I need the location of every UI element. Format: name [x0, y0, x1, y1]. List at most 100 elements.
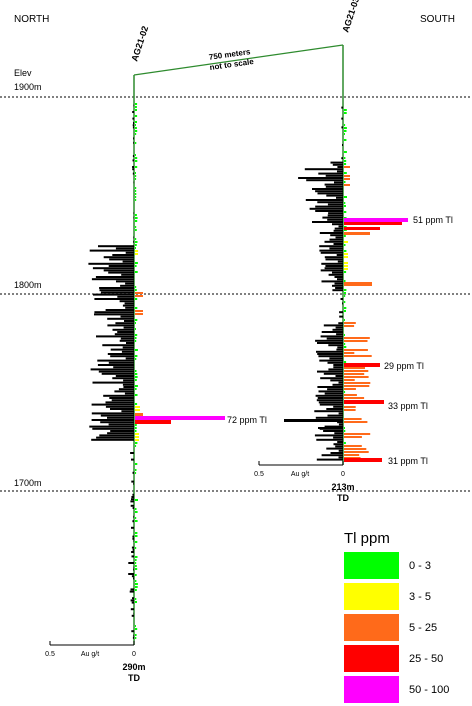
au-bar: [132, 636, 134, 639]
legend-label: 0 - 3: [409, 559, 432, 572]
au-bar: [319, 403, 343, 406]
tl-bar: [344, 112, 347, 114]
tl-bar: [135, 250, 139, 252]
au-bar: [117, 295, 134, 298]
au-bar: [324, 392, 343, 395]
au-bar: [333, 405, 343, 408]
au-bar: [125, 357, 134, 360]
au-bar: [317, 353, 343, 355]
au-bar: [324, 256, 343, 259]
au-bar: [318, 427, 343, 429]
tl-bar: [135, 436, 139, 438]
au-bar: [89, 249, 134, 252]
tl-bar: [344, 289, 347, 291]
tl-bar: [344, 454, 360, 456]
tl-bar: [135, 547, 137, 549]
tl-bar: [344, 133, 345, 135]
au-bar: [322, 216, 343, 219]
au-bar: [337, 346, 343, 349]
north-label: NORTH: [14, 14, 49, 25]
au-bars-ag21-03: [284, 106, 343, 461]
tl-bar: [344, 109, 347, 111]
legend-label: 5 - 25: [409, 621, 438, 634]
tl-bar: [344, 337, 370, 339]
tl-bar: [135, 562, 137, 564]
tl-bar: [135, 133, 137, 135]
tl-bar: [344, 445, 362, 447]
au-bar: [298, 177, 343, 179]
au-bar: [315, 339, 343, 342]
au-bar: [315, 210, 343, 212]
au-bar: [122, 260, 134, 263]
tl-bar: [344, 367, 365, 369]
au-bar: [132, 597, 134, 600]
tl-bar: [344, 282, 372, 286]
au-bar: [323, 430, 343, 432]
au-bar: [318, 355, 343, 358]
tl-bar: [344, 373, 365, 375]
tl-bar: [344, 211, 347, 213]
au-bar: [333, 366, 343, 369]
tl-bar: [135, 337, 137, 339]
au-bar: [131, 614, 134, 617]
tl-bar: [135, 388, 137, 390]
tl-bar: [344, 205, 346, 207]
au-bar: [133, 515, 134, 518]
au-bar: [317, 370, 343, 373]
au-bar: [132, 493, 134, 496]
au-bar: [333, 364, 343, 366]
au-bar: [100, 421, 134, 424]
au-bar: [125, 251, 134, 254]
au-bar: [131, 496, 134, 498]
tl-bar: [344, 130, 347, 132]
tl-bar: [135, 160, 138, 162]
tl-bar: [135, 586, 138, 588]
au-bar: [133, 577, 134, 580]
au-bar: [103, 256, 134, 259]
au-bar: [336, 196, 343, 199]
cross-section-diagram: NORTH SOUTH AG21-02 AG21-03 750 meters n…: [0, 0, 472, 683]
au-bar: [131, 458, 134, 461]
legend-item-50-100: 50 - 100: [344, 675, 470, 704]
tl-bar: [135, 445, 137, 447]
au-bar: [121, 350, 134, 353]
au-bar: [103, 269, 134, 272]
au-bar: [320, 335, 343, 338]
au-bar: [132, 126, 134, 129]
au-bar: [123, 379, 134, 382]
au-bar: [327, 388, 343, 391]
tl-bar: [344, 265, 348, 267]
au-bar: [98, 370, 134, 373]
legend-swatch: [344, 614, 399, 641]
tl-bar: [135, 238, 137, 240]
au-axis-min-label: 0.5: [254, 471, 264, 478]
au-bar: [133, 240, 134, 243]
au-bar: [337, 166, 343, 168]
au-axis-zero-label: 0: [132, 651, 136, 658]
au-bar: [118, 388, 134, 391]
au-bar: [122, 383, 134, 386]
tl-bar: [135, 292, 143, 294]
tl-bar: [344, 346, 347, 348]
tl-bar: [344, 448, 367, 450]
tl-bar: [135, 433, 139, 435]
au-bar: [318, 390, 343, 393]
au-bar: [334, 432, 343, 435]
tl-bar: [135, 130, 138, 132]
tl-bar: [344, 163, 347, 165]
au-bar: [334, 276, 343, 278]
au-bar: [323, 372, 343, 375]
au-bar: [133, 634, 134, 637]
tl-bar: [344, 127, 347, 129]
au-bar: [107, 416, 134, 419]
tl-bar: [135, 355, 138, 357]
au-bar: [131, 555, 134, 558]
au-bar: [337, 260, 343, 263]
au-bar: [314, 410, 343, 413]
tl-bar: [344, 394, 357, 396]
tl-bar-peak: [344, 218, 408, 222]
tl-bar: [135, 127, 137, 129]
au-bar: [335, 326, 343, 329]
tl-bar: [135, 556, 138, 558]
au-bar: [107, 353, 134, 355]
